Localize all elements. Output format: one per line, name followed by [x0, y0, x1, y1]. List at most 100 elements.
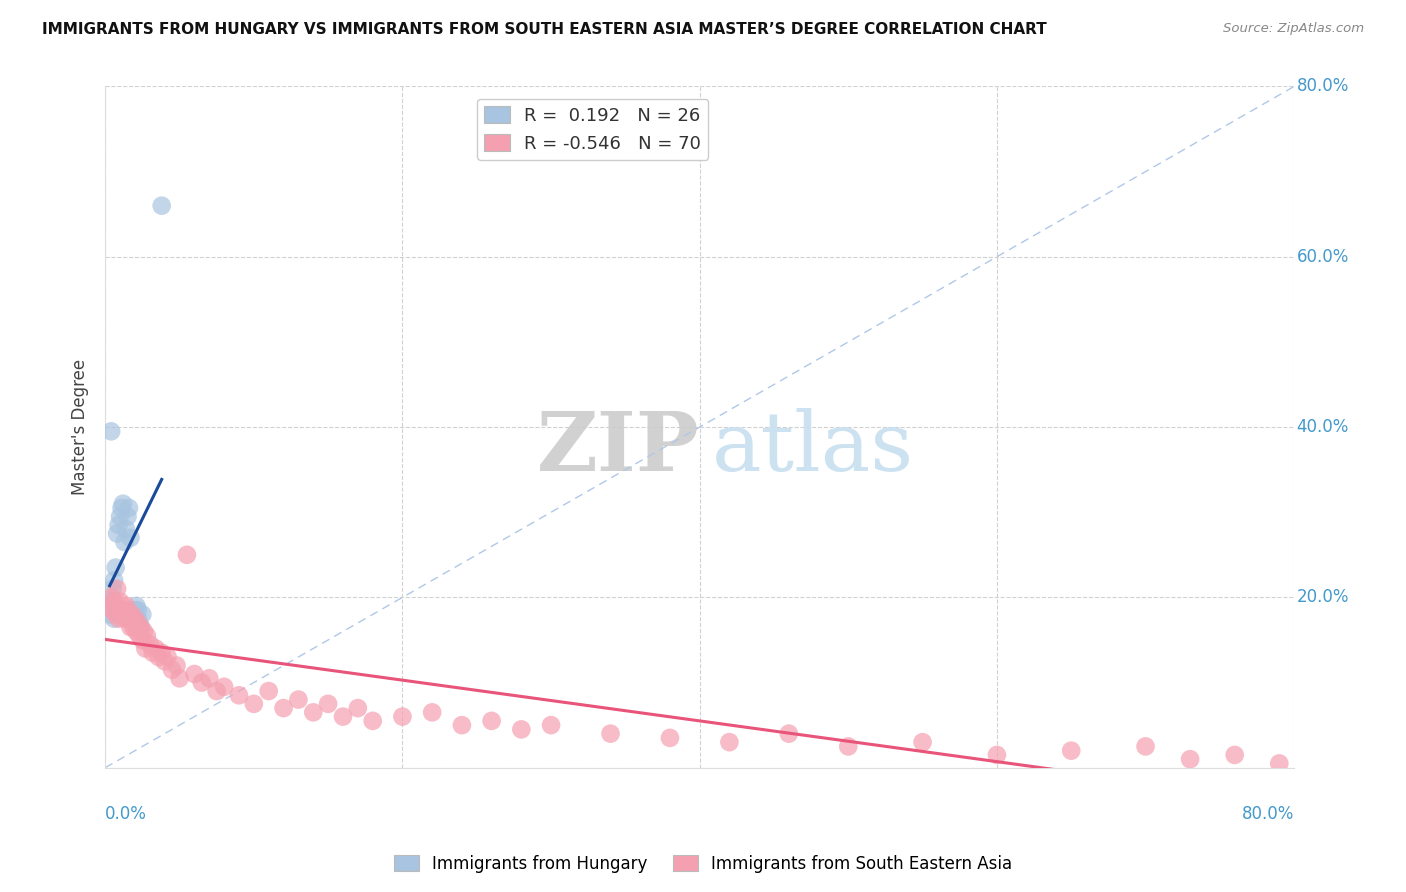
Point	[198, 671, 221, 685]
Y-axis label: Master's Degree: Master's Degree	[72, 359, 89, 495]
Point	[778, 726, 800, 740]
Point	[98, 607, 121, 622]
Point	[205, 684, 228, 698]
Point	[122, 620, 145, 634]
Point	[108, 509, 131, 524]
Point	[110, 500, 132, 515]
Point	[287, 692, 309, 706]
Point	[112, 603, 135, 617]
Point	[127, 615, 149, 630]
Point	[131, 632, 153, 647]
Point	[114, 535, 136, 549]
Point	[104, 607, 127, 622]
Point	[243, 697, 266, 711]
Point	[273, 701, 295, 715]
Point	[347, 701, 370, 715]
Point	[332, 709, 354, 723]
Point	[105, 582, 128, 596]
Point	[134, 641, 156, 656]
Point	[228, 689, 250, 703]
Point	[837, 739, 859, 754]
Point	[114, 612, 136, 626]
Point	[121, 607, 143, 622]
Point	[142, 646, 165, 660]
Text: IMMIGRANTS FROM HUNGARY VS IMMIGRANTS FROM SOUTH EASTERN ASIA MASTER’S DEGREE CO: IMMIGRANTS FROM HUNGARY VS IMMIGRANTS FR…	[42, 22, 1047, 37]
Point	[128, 629, 150, 643]
Point	[510, 723, 533, 737]
Point	[191, 675, 214, 690]
Point	[117, 603, 139, 617]
Text: Source: ZipAtlas.com: Source: ZipAtlas.com	[1223, 22, 1364, 36]
Point	[131, 607, 153, 622]
Point	[132, 624, 155, 639]
Point	[139, 637, 162, 651]
Text: 20.0%: 20.0%	[1296, 589, 1348, 607]
Point	[107, 612, 129, 626]
Point	[120, 620, 142, 634]
Point	[658, 731, 681, 745]
Point	[108, 594, 131, 608]
Point	[103, 612, 125, 626]
Point	[183, 667, 205, 681]
Point	[316, 697, 339, 711]
Point	[540, 718, 562, 732]
Point	[100, 591, 122, 605]
Text: ZIP: ZIP	[537, 408, 700, 488]
Point	[153, 654, 176, 668]
Point	[150, 199, 173, 213]
Point	[104, 560, 127, 574]
Text: 0.0%: 0.0%	[105, 805, 148, 823]
Point	[115, 522, 138, 536]
Point	[98, 594, 121, 608]
Point	[986, 747, 1008, 762]
Point	[105, 526, 128, 541]
Point	[257, 684, 280, 698]
Point	[176, 548, 198, 562]
Point	[160, 663, 183, 677]
Point	[100, 425, 122, 439]
Point	[127, 603, 149, 617]
Point	[145, 641, 167, 656]
Point	[129, 620, 152, 634]
Point	[1178, 752, 1201, 766]
Point	[124, 612, 146, 626]
Point	[118, 500, 141, 515]
Point	[121, 607, 143, 622]
Point	[125, 624, 148, 639]
Point	[911, 735, 934, 749]
Point	[107, 518, 129, 533]
Point	[117, 509, 139, 524]
Point	[1223, 747, 1246, 762]
Point	[1135, 739, 1157, 754]
Point	[150, 646, 173, 660]
Point	[103, 594, 125, 608]
Point	[166, 658, 188, 673]
Point	[127, 612, 149, 626]
Point	[112, 497, 135, 511]
Point	[481, 714, 503, 728]
Point	[101, 582, 124, 596]
Point	[103, 574, 125, 588]
Point	[135, 629, 157, 643]
Point	[118, 612, 141, 626]
Text: 80.0%: 80.0%	[1241, 805, 1294, 823]
Text: 40.0%: 40.0%	[1296, 418, 1348, 436]
Text: 80.0%: 80.0%	[1296, 78, 1348, 95]
Text: atlas: atlas	[711, 408, 914, 488]
Point	[451, 718, 474, 732]
Point	[98, 599, 121, 613]
Legend: Immigrants from Hungary, Immigrants from South Eastern Asia: Immigrants from Hungary, Immigrants from…	[387, 848, 1019, 880]
Point	[110, 607, 132, 622]
Point	[101, 603, 124, 617]
Point	[115, 599, 138, 613]
Point	[129, 620, 152, 634]
Point	[120, 531, 142, 545]
Point	[391, 709, 413, 723]
Point	[361, 714, 384, 728]
Point	[122, 612, 145, 626]
Point	[148, 650, 170, 665]
Point	[420, 706, 443, 720]
Legend: R =  0.192   N = 26, R = -0.546   N = 70: R = 0.192 N = 26, R = -0.546 N = 70	[477, 99, 709, 160]
Point	[302, 706, 325, 720]
Point	[125, 599, 148, 613]
